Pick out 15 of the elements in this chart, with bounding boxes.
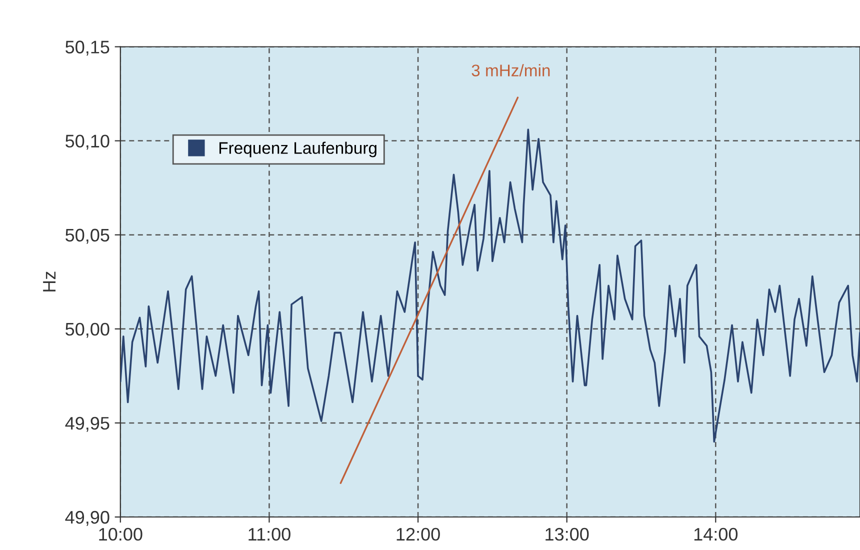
y-axis-title: Hz bbox=[43, 272, 56, 292]
line-series bbox=[120, 128, 860, 443]
y-tick-label: 50,05 bbox=[66, 228, 110, 244]
legend-label: Frequenz Laufenburg bbox=[219, 142, 376, 158]
annotation: 3 mHz/min bbox=[472, 64, 550, 76]
y-tick-label: 49,95 bbox=[65, 416, 110, 432]
y-tick-label: 50,10 bbox=[66, 134, 110, 150]
y-tick-label: 50,00 bbox=[66, 322, 110, 338]
x-tick-label: 14:00 bbox=[694, 528, 738, 541]
x-tick-label: 12:00 bbox=[396, 528, 440, 541]
y-tick-label: 50,15 bbox=[66, 40, 110, 56]
x-tick-label: 13:00 bbox=[546, 528, 589, 541]
x-tick-label: 11:00 bbox=[248, 528, 290, 541]
x-tick-label: 10:00 bbox=[99, 528, 142, 541]
y-tick-label: 49,90 bbox=[65, 510, 110, 526]
